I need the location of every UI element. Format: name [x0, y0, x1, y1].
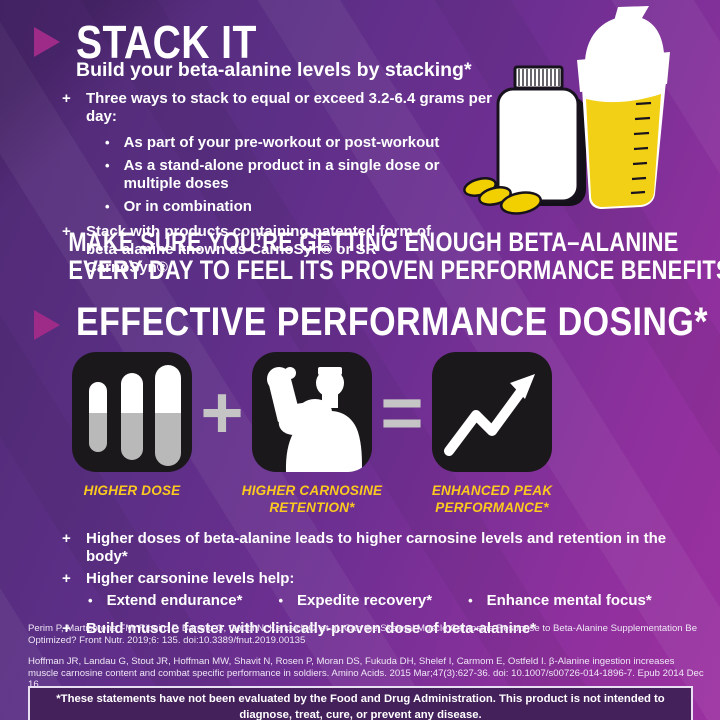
dosing-bullets: + Higher doses of beta-alanine leads to …	[62, 530, 682, 642]
sub-bullet-item: • Or in combination	[105, 198, 492, 216]
dot-marker: •	[88, 593, 93, 608]
sub-bullet-text: Or in combination	[123, 198, 252, 215]
plus-operator: +	[200, 370, 244, 454]
mid-headline: MAKE SURE YOU’RE GETTING ENOUGH BETA–ALA…	[0, 228, 720, 284]
plus-marker: +	[62, 620, 71, 637]
plus-marker: +	[62, 570, 71, 587]
citation-text: Hoffman JR, Landau G, Stout JR, Hoffman …	[28, 656, 704, 691]
equation-item: HIGHER CARNOSINE RETENTION*	[242, 352, 382, 516]
equation-item: HIGHER DOSE	[72, 352, 192, 499]
pill-bottle-icon	[496, 65, 586, 206]
dot-marker: •	[105, 199, 110, 214]
triangle-arrow-icon	[34, 310, 60, 340]
sub-bullet-item: • As a stand-alone product in a single d…	[105, 157, 492, 193]
citations: Perim P, Marticorena FM, Ribeiro F, Barr…	[28, 623, 704, 701]
equation-label: ENHANCED PEAK PERFORMANCE*	[431, 483, 553, 515]
dot-marker: •	[468, 593, 473, 608]
bullet-text: Build muscle faster with clinically-prov…	[86, 620, 537, 637]
dosing-sub-bullets: • Extend endurance* • Expedite recovery*…	[88, 592, 682, 615]
flexing-arm-icon	[252, 352, 372, 472]
citation-text: Perim P, Marticorena FM, Ribeiro F, Barr…	[28, 623, 698, 646]
bullet-item: + Higher doses of beta-alanine leads to …	[62, 530, 682, 566]
disclaimer-text: *These statements have not been evaluate…	[56, 693, 665, 720]
sub-bullet-item: • Enhance mental focus*	[468, 592, 652, 610]
stack-it-title: STACK IT	[76, 16, 257, 68]
dosing-equation: HIGHER DOSE +	[72, 352, 552, 516]
bullet-item: + Three ways to stack to equal or exceed…	[62, 90, 492, 126]
bullet-text: Three ways to stack to equal or exceed 3…	[86, 90, 493, 125]
supplement-illustration	[463, 6, 670, 215]
sub-bullet-text: Extend endurance*	[106, 592, 243, 609]
bullet-item: + Build muscle faster with clinically-pr…	[62, 620, 682, 638]
bullet-item: + Stack with products containing patente…	[62, 223, 492, 277]
headline-line: EVERY DAY TO FEEL ITS PROVEN PERFORMANCE…	[68, 255, 720, 285]
dot-marker: •	[105, 135, 110, 150]
equation-item: ENHANCED PEAK PERFORMANCE*	[432, 352, 552, 516]
stack-it-subtitle: Build your beta-alanine levels by stacki…	[76, 59, 472, 81]
capsules-dose-icon	[72, 352, 192, 472]
dot-marker: •	[105, 158, 110, 173]
plus-marker: +	[62, 223, 71, 240]
triangle-arrow-icon	[34, 27, 60, 57]
bullet-text: Higher carsonine levels help:	[86, 570, 295, 587]
sub-bullet-text: As a stand-alone product in a single dos…	[123, 157, 440, 192]
pills-icon	[463, 177, 543, 215]
dot-marker: •	[278, 593, 283, 608]
sub-bullet-item: • Extend endurance*	[88, 592, 242, 610]
stack-it-sub-bullets: • As part of your pre-workout or post-wo…	[105, 134, 492, 216]
equals-operator: =	[380, 370, 424, 454]
fda-disclaimer-bar: *These statements have not been evaluate…	[28, 686, 693, 720]
equation-label: HIGHER CARNOSINE RETENTION*	[241, 483, 383, 515]
equation-label: HIGHER DOSE	[83, 483, 181, 498]
bullet-text: Stack with products containing patented …	[86, 223, 432, 276]
bullet-item: + Higher carsonine levels help:	[62, 570, 682, 588]
plus-marker: +	[62, 530, 71, 547]
sub-bullet-text: As part of your pre-workout or post-work…	[123, 134, 440, 151]
plus-marker: +	[62, 90, 71, 107]
rising-arrow-icon	[432, 352, 552, 472]
bullet-text: Higher doses of beta-alanine leads to hi…	[86, 530, 667, 565]
stack-it-bullets: + Three ways to stack to equal or exceed…	[62, 90, 492, 277]
sub-bullet-item: • As part of your pre-workout or post-wo…	[105, 134, 492, 152]
dosing-title: EFFECTIVE PERFORMANCE DOSING*	[76, 300, 708, 344]
sub-bullet-item: • Expedite recovery*	[278, 592, 432, 610]
shaker-bottle-icon	[577, 6, 670, 209]
sub-bullet-text: Expedite recovery*	[297, 592, 433, 609]
headline-line: MAKE SURE YOU’RE GETTING ENOUGH BETA–ALA…	[68, 227, 679, 257]
sub-bullet-text: Enhance mental focus*	[486, 592, 652, 609]
